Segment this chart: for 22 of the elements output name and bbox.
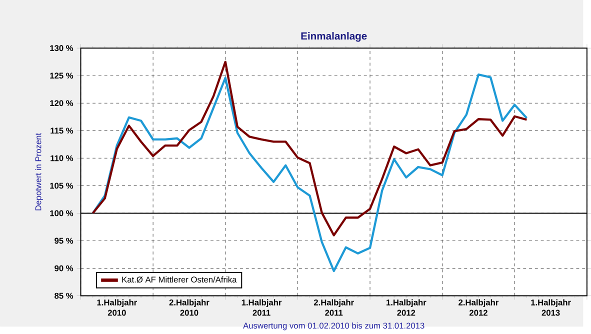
chart-title: Einmalanlage xyxy=(301,32,367,42)
y-tick-label: 90 % xyxy=(54,266,74,272)
y-axis-title: Depotwert in Prozent xyxy=(35,133,43,211)
x-tick-label: 2.Halbjahr 2012 xyxy=(458,299,499,316)
legend-label: Kat.Ø AF Mittlerer Osten/Afrika xyxy=(122,276,237,283)
y-tick-label: 130 % xyxy=(50,45,74,52)
y-tick-label: 95 % xyxy=(54,238,74,244)
y-tick-label: 85 % xyxy=(54,293,74,299)
line-series xyxy=(92,61,528,237)
x-axis-title: Auswertung vom 01.02.2010 bis zum 31.01.2013 xyxy=(243,322,424,330)
x-tick-label: 2.Halbjahr 2010 xyxy=(169,299,210,316)
x-tick-label: 1.Halbjahr 2012 xyxy=(386,299,426,316)
y-tick-label: 120 % xyxy=(50,100,74,106)
x-tick-label: 1.Halbjahr 2011 xyxy=(242,299,282,316)
x-tick-label: 2.Halbjahr 2011 xyxy=(314,299,354,316)
x-tick-label: 1.Halbjahr 2013 xyxy=(531,299,571,316)
y-tick-label: 100 % xyxy=(50,210,74,216)
y-tick-label: 125 % xyxy=(50,72,74,79)
y-tick-label: 110 % xyxy=(50,155,74,162)
x-tick-label: 1.Halbjahr 2010 xyxy=(97,299,137,316)
y-tick-label: 105 % xyxy=(50,182,74,189)
y-tick-label: 115 % xyxy=(50,128,74,134)
